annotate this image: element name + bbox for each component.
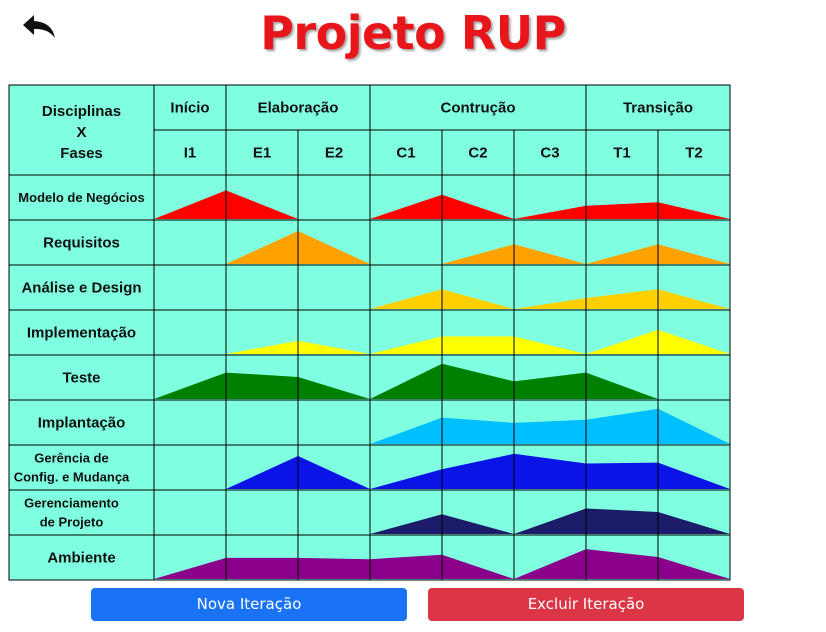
- discipline-label: Ambiente: [47, 549, 115, 566]
- iteration-header: C3: [540, 144, 559, 161]
- phase-header: Transição: [623, 99, 693, 116]
- corner-header-label: X: [76, 124, 86, 141]
- discipline-label: Implementação: [27, 324, 136, 341]
- phase-header: Contrução: [441, 99, 516, 116]
- iteration-header: T2: [685, 144, 703, 161]
- iteration-header: C1: [396, 144, 415, 161]
- iteration-header: I1: [184, 144, 197, 161]
- iteration-header: C2: [468, 144, 487, 161]
- discipline-label: Requisitos: [43, 234, 120, 251]
- discipline-label: Gerenciamento: [24, 495, 119, 510]
- new-iteration-button[interactable]: Nova Iteração: [91, 588, 407, 621]
- phase-header: Início: [170, 99, 209, 116]
- discipline-label: Implantação: [38, 414, 126, 431]
- iteration-header: T1: [613, 144, 631, 161]
- discipline-label: Gerência de: [34, 450, 108, 465]
- discipline-label: de Projeto: [40, 514, 104, 529]
- iteration-header: E2: [325, 144, 343, 161]
- discipline-label: Análise e Design: [21, 279, 141, 296]
- undo-arrow-icon: [23, 15, 55, 38]
- corner-header-label: Fases: [60, 145, 103, 162]
- delete-iteration-button[interactable]: Excluir Iteração: [428, 588, 744, 621]
- discipline-label: Config. e Mudança: [14, 469, 130, 484]
- discipline-label: Teste: [62, 369, 100, 386]
- corner-header-label: Disciplinas: [42, 103, 121, 120]
- page-title: Projeto RUP: [260, 6, 566, 60]
- iteration-header: E1: [253, 144, 271, 161]
- phase-header: Elaboração: [258, 99, 339, 116]
- discipline-label: Modelo de Negócios: [18, 190, 144, 205]
- back-button[interactable]: [20, 10, 60, 44]
